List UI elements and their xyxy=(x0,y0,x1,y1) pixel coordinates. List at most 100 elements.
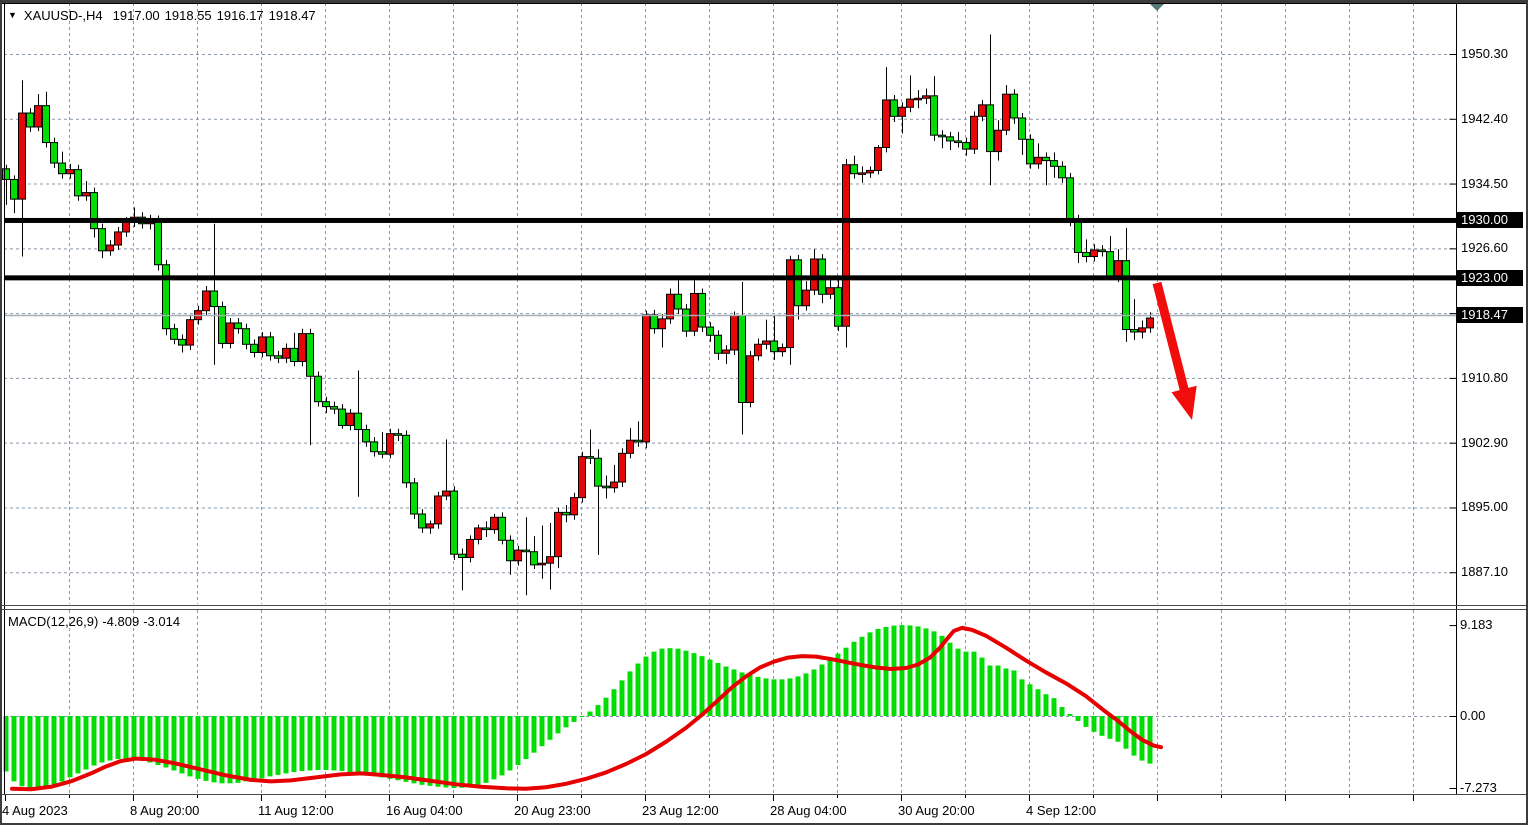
candle-body xyxy=(58,162,66,175)
candle-body xyxy=(466,538,474,558)
candle-body xyxy=(506,539,514,562)
chart-shift-marker-icon[interactable] xyxy=(1150,4,1164,11)
candle-body xyxy=(490,516,498,531)
candle-body xyxy=(1114,260,1122,279)
candle-body xyxy=(946,136,954,142)
candle-body xyxy=(418,513,426,529)
candle-body xyxy=(258,336,266,353)
price-axis-label: 1895.00 xyxy=(1461,499,1508,515)
candle-body xyxy=(1122,260,1130,331)
candle-body xyxy=(746,355,754,404)
price-axis-label: 1910.80 xyxy=(1461,369,1508,385)
macd-axis-label: -7.273 xyxy=(1460,780,1497,795)
candle-body xyxy=(1090,249,1098,258)
support-resistance-levels xyxy=(4,217,1457,281)
level-line[interactable] xyxy=(4,275,1457,281)
macd-axis-label: 0.00 xyxy=(1460,708,1486,723)
candle-body xyxy=(338,408,346,426)
candle-body xyxy=(794,259,802,307)
candle-body xyxy=(986,104,994,153)
gridlines xyxy=(4,3,1457,793)
ohlc-low: 1916.17 xyxy=(216,8,264,23)
candle-body xyxy=(186,319,194,346)
time-axis-label: 4 Sep 12:00 xyxy=(1026,803,1097,818)
time-axis-label: 11 Aug 12:00 xyxy=(258,803,334,818)
candle-body xyxy=(106,244,114,252)
candle-body xyxy=(882,99,890,148)
candle-body xyxy=(74,169,82,197)
candle-body xyxy=(1010,93,1018,119)
symbol-dropdown-icon[interactable]: ▼ xyxy=(8,10,17,20)
candle-body xyxy=(1018,117,1026,140)
candle-body xyxy=(866,169,874,174)
level-line[interactable] xyxy=(4,217,1457,223)
window-border-bottom xyxy=(0,823,1528,825)
candle-body xyxy=(346,412,354,426)
window-border-left xyxy=(0,0,2,825)
candle-body xyxy=(850,164,858,175)
candle-body xyxy=(434,495,442,525)
candle-body xyxy=(226,322,234,344)
price-axis-label: 1942.40 xyxy=(1461,110,1508,126)
candle-body xyxy=(250,343,258,353)
price-axis-label: 1926.60 xyxy=(1461,240,1508,256)
candle-body xyxy=(394,433,402,436)
candle-body xyxy=(522,549,530,553)
candle-body xyxy=(450,490,458,555)
macd-indicator-label: MACD(12,26,9) -4.809 -3.014 xyxy=(8,614,184,629)
candle-body xyxy=(1130,329,1138,333)
candle-body xyxy=(890,99,898,117)
candle-body xyxy=(34,105,42,128)
price-badge-1930-00: 1930.00 xyxy=(1457,212,1523,229)
time-axis-label: 16 Aug 04:00 xyxy=(386,803,463,818)
axis-ticks xyxy=(5,54,1457,801)
candle-body xyxy=(1146,317,1154,329)
candle-body xyxy=(282,347,290,359)
candle-body xyxy=(594,457,602,487)
time-axis-label: 8 Aug 20:00 xyxy=(130,803,200,818)
candle-body xyxy=(714,334,722,354)
candle-body xyxy=(978,104,986,117)
pane-borders xyxy=(0,3,1528,795)
candle-body xyxy=(170,328,178,340)
candle-body xyxy=(1002,93,1010,131)
candle-body xyxy=(834,287,842,327)
candle-body xyxy=(642,314,650,443)
candle-body xyxy=(1074,219,1082,253)
candle-body xyxy=(386,433,394,455)
candle-body xyxy=(2,168,10,180)
candle-body xyxy=(210,290,218,308)
candle-body xyxy=(954,140,962,144)
down-arrow-annotation[interactable] xyxy=(1152,281,1197,420)
candle-body xyxy=(274,355,282,359)
candle-body xyxy=(410,482,418,515)
candle-body xyxy=(1042,156,1050,162)
candle-body xyxy=(826,287,834,295)
candle-body xyxy=(266,336,274,357)
candle-body xyxy=(602,485,610,489)
candle-body xyxy=(482,527,490,531)
candle-body xyxy=(1034,156,1042,165)
candle-body xyxy=(674,293,682,310)
candle-body xyxy=(202,290,210,312)
candle-body xyxy=(474,527,482,540)
candle-body xyxy=(930,95,938,136)
candle-body xyxy=(290,347,298,363)
chart-title: ▼ XAUUSD-,H4 1917.00 1918.55 1916.17 1918.47 xyxy=(8,8,321,23)
candle-body xyxy=(938,134,946,138)
candle-body xyxy=(1066,177,1074,221)
candle-body xyxy=(82,192,90,197)
candle-body xyxy=(426,523,434,529)
candle-body xyxy=(666,293,674,320)
price-axis-label: 1950.30 xyxy=(1461,46,1508,61)
candle-body xyxy=(242,328,250,345)
candle-body xyxy=(698,292,706,328)
candle-body xyxy=(1098,249,1106,253)
candle-body xyxy=(682,308,690,332)
ohlc-high: 1918.55 xyxy=(164,8,212,23)
macd-name: MACD(12,26,9) xyxy=(8,614,99,629)
candle-body xyxy=(914,97,922,101)
candle-body xyxy=(298,333,306,362)
candle-body xyxy=(762,340,770,345)
